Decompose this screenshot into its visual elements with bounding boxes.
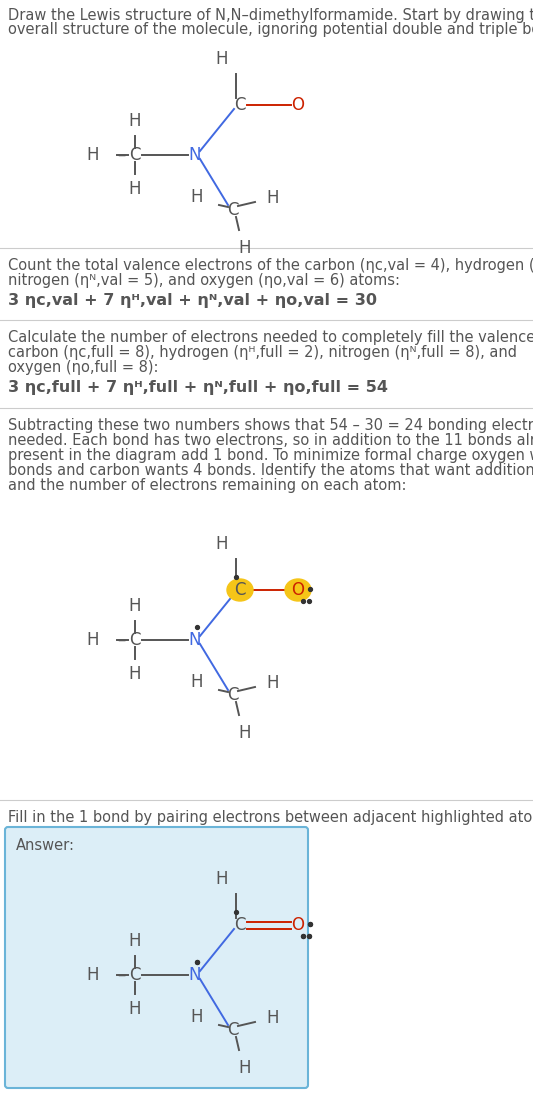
Text: O: O (292, 581, 304, 600)
Text: H: H (239, 238, 251, 257)
Text: H: H (191, 1008, 203, 1026)
Text: C: C (129, 966, 141, 984)
Text: H: H (129, 932, 141, 950)
Text: H: H (216, 50, 228, 68)
Text: H: H (129, 665, 141, 683)
Text: C: C (234, 96, 246, 114)
Text: Count the total valence electrons of the carbon (ηᴄ,val = 4), hydrogen (ηᴴ,val =: Count the total valence electrons of the… (8, 258, 533, 274)
Text: H: H (87, 631, 99, 649)
Text: nitrogen (ηᴺ,val = 5), and oxygen (ηᴏ,val = 6) atoms:: nitrogen (ηᴺ,val = 5), and oxygen (ηᴏ,va… (8, 274, 400, 288)
Text: H: H (87, 966, 99, 984)
Text: –: – (117, 146, 125, 164)
Text: H: H (266, 1009, 279, 1027)
Text: C: C (227, 686, 239, 705)
Text: –: – (117, 631, 125, 649)
Text: Calculate the number of electrons needed to completely fill the valence shells f: Calculate the number of electrons needed… (8, 330, 533, 345)
Text: C: C (129, 146, 141, 164)
Text: and the number of electrons remaining on each atom:: and the number of electrons remaining on… (8, 478, 407, 493)
Text: 3 ηᴄ,val + 7 ηᴴ,val + ηᴺ,val + ηᴏ,val = 30: 3 ηᴄ,val + 7 ηᴴ,val + ηᴺ,val + ηᴏ,val = … (8, 293, 377, 309)
Text: C: C (227, 1021, 239, 1039)
Text: N: N (189, 631, 201, 649)
Text: Fill in the 1 bond by pairing electrons between adjacent highlighted atoms:: Fill in the 1 bond by pairing electrons … (8, 810, 533, 825)
Text: H: H (216, 535, 228, 552)
Text: H: H (191, 673, 203, 691)
Text: H: H (129, 181, 141, 198)
Text: carbon (ηᴄ,full = 8), hydrogen (ηᴴ,full = 2), nitrogen (ηᴺ,full = 8), and: carbon (ηᴄ,full = 8), hydrogen (ηᴴ,full … (8, 345, 517, 360)
Text: H: H (266, 189, 279, 207)
Text: needed. Each bond has two electrons, so in addition to the 11 bonds already: needed. Each bond has two electrons, so … (8, 433, 533, 449)
Text: –: – (117, 966, 125, 984)
Text: C: C (234, 916, 246, 934)
Text: C: C (227, 201, 239, 219)
Text: H: H (191, 188, 203, 206)
Text: N: N (189, 146, 201, 164)
Text: H: H (129, 112, 141, 130)
Text: bonds and carbon wants 4 bonds. Identify the atoms that want additional bonds: bonds and carbon wants 4 bonds. Identify… (8, 463, 533, 478)
Text: Draw the Lewis structure of N,N–dimethylformamide. Start by drawing the: Draw the Lewis structure of N,N–dimethyl… (8, 8, 533, 23)
Text: H: H (216, 870, 228, 888)
Text: C: C (234, 581, 246, 600)
Text: H: H (266, 674, 279, 693)
FancyBboxPatch shape (5, 827, 308, 1089)
Ellipse shape (285, 579, 311, 601)
Text: O: O (292, 96, 304, 114)
Text: 3 ηᴄ,full + 7 ηᴴ,full + ηᴺ,full + ηᴏ,full = 54: 3 ηᴄ,full + 7 ηᴴ,full + ηᴺ,full + ηᴏ,ful… (8, 380, 388, 395)
Text: O: O (292, 916, 304, 934)
Text: H: H (239, 1059, 251, 1076)
Text: H: H (129, 1000, 141, 1019)
Text: H: H (239, 724, 251, 742)
Text: oxygen (ηᴏ,full = 8):: oxygen (ηᴏ,full = 8): (8, 360, 158, 375)
Text: Subtracting these two numbers shows that 54 – 30 = 24 bonding electrons are: Subtracting these two numbers shows that… (8, 418, 533, 433)
Text: N: N (189, 966, 201, 984)
Text: H: H (87, 146, 99, 164)
Text: H: H (129, 597, 141, 615)
Text: Answer:: Answer: (16, 838, 75, 853)
Text: overall structure of the molecule, ignoring potential double and triple bonds:: overall structure of the molecule, ignor… (8, 22, 533, 37)
Ellipse shape (227, 579, 253, 601)
Text: present in the diagram add 1 bond. To minimize formal charge oxygen wants 2: present in the diagram add 1 bond. To mi… (8, 449, 533, 463)
Text: C: C (129, 631, 141, 649)
